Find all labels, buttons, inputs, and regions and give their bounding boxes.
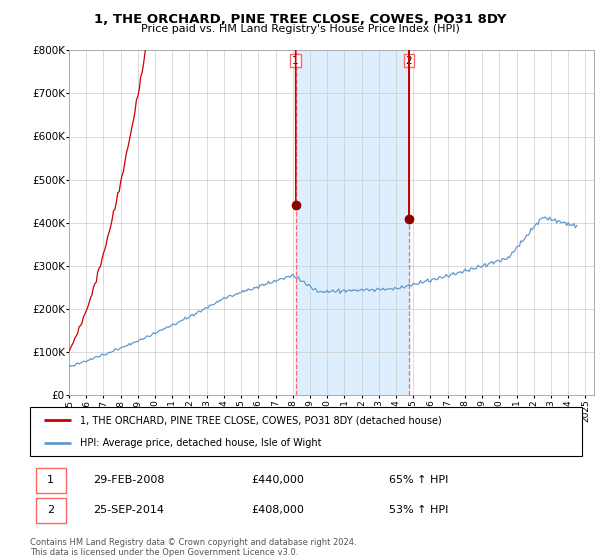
- Bar: [296, 50, 409, 395]
- Text: 1: 1: [292, 55, 299, 66]
- Text: £440,000: £440,000: [251, 475, 304, 486]
- Text: 53% ↑ HPI: 53% ↑ HPI: [389, 505, 448, 515]
- Text: 2: 2: [406, 55, 412, 66]
- Text: Price paid vs. HM Land Registry's House Price Index (HPI): Price paid vs. HM Land Registry's House …: [140, 24, 460, 34]
- Text: 29-FEB-2008: 29-FEB-2008: [94, 475, 165, 486]
- Text: 1, THE ORCHARD, PINE TREE CLOSE, COWES, PO31 8DY: 1, THE ORCHARD, PINE TREE CLOSE, COWES, …: [94, 13, 506, 26]
- Text: 1, THE ORCHARD, PINE TREE CLOSE, COWES, PO31 8DY (detached house): 1, THE ORCHARD, PINE TREE CLOSE, COWES, …: [80, 416, 442, 426]
- Text: HPI: Average price, detached house, Isle of Wight: HPI: Average price, detached house, Isle…: [80, 438, 321, 448]
- FancyBboxPatch shape: [30, 407, 582, 456]
- FancyBboxPatch shape: [35, 468, 66, 493]
- FancyBboxPatch shape: [35, 498, 66, 523]
- Text: £408,000: £408,000: [251, 505, 304, 515]
- Text: 1: 1: [47, 475, 54, 486]
- Text: Contains HM Land Registry data © Crown copyright and database right 2024.
This d: Contains HM Land Registry data © Crown c…: [30, 538, 356, 557]
- Text: 25-SEP-2014: 25-SEP-2014: [94, 505, 164, 515]
- Text: 2: 2: [47, 505, 54, 515]
- Text: 65% ↑ HPI: 65% ↑ HPI: [389, 475, 448, 486]
